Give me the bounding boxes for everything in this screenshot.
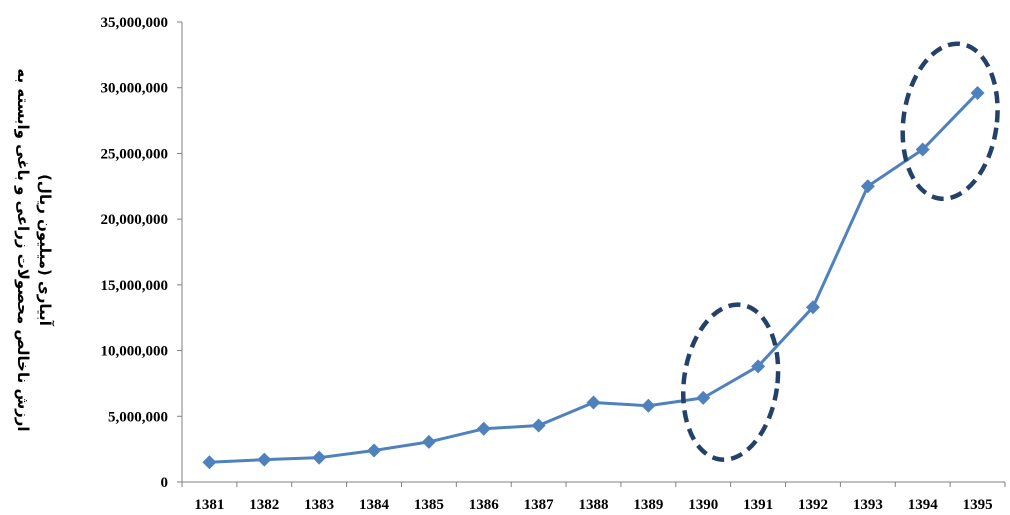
data-point-marker <box>805 300 820 315</box>
x-tick-label: 1385 <box>414 497 444 513</box>
x-tick-label: 1388 <box>579 497 609 513</box>
y-tick-label: 0 <box>161 475 169 491</box>
y-axis-label-line1: ارزش ناخالص محصولات زراعی و باغی وابسته … <box>14 68 32 431</box>
highlight-ellipses <box>680 41 1000 462</box>
x-tick-label: 1391 <box>743 497 773 513</box>
data-point-marker <box>860 179 875 194</box>
x-tick-label: 1395 <box>963 497 993 513</box>
data-point-marker <box>751 359 766 374</box>
x-tick-label: 1394 <box>908 497 939 513</box>
y-tick-label: 25,000,000 <box>101 146 169 162</box>
data-point-marker <box>257 452 272 467</box>
x-tick-label: 1389 <box>633 497 663 513</box>
highlight-ellipse <box>900 41 1000 201</box>
x-tick-label: 1386 <box>469 497 500 513</box>
y-tick-label: 35,000,000 <box>101 15 169 31</box>
y-axis-label: ارزش ناخالص محصولات زراعی و باغی وابسته … <box>14 68 54 431</box>
x-ticks: 1381 1382 1383 1384 1385 1386 1387 1388 1389 1390… <box>181 482 1006 513</box>
y-tick-label: 15,000,000 <box>101 278 169 294</box>
y-axis-label-line2: آبیاری (میلیون ریال) <box>36 174 54 327</box>
data-point-marker <box>421 434 436 449</box>
series <box>202 85 985 470</box>
x-tick-label: 1382 <box>249 497 279 513</box>
y-tick-label: 5,000,000 <box>108 409 168 425</box>
y-tick-label: 10,000,000 <box>101 344 169 360</box>
data-point-marker <box>202 455 217 470</box>
data-point-marker <box>531 418 546 433</box>
x-tick-label: 1390 <box>688 497 718 513</box>
highlight-ellipse <box>680 302 781 462</box>
data-point-marker <box>476 421 491 436</box>
x-tick-label: 1387 <box>524 497 555 513</box>
x-tick-label: 1392 <box>798 497 828 513</box>
data-point-marker <box>696 390 711 405</box>
x-tick-label: 1381 <box>194 497 224 513</box>
data-point-marker <box>312 450 327 465</box>
y-tick-label: 30,000,000 <box>101 81 169 97</box>
data-point-marker <box>367 443 382 458</box>
y-tick-label: 20,000,000 <box>101 212 169 228</box>
data-point-marker <box>641 398 656 413</box>
data-point-marker <box>915 142 930 157</box>
data-point-marker <box>970 85 985 100</box>
x-tick-label: 1393 <box>853 497 883 513</box>
x-tick-label: 1384 <box>359 497 390 513</box>
x-tick-label: 1383 <box>304 497 334 513</box>
y-ticks: 0 5,000,000 10,000,000 15,000,000 20,000,000… <box>101 15 182 491</box>
data-point-marker <box>586 395 601 410</box>
